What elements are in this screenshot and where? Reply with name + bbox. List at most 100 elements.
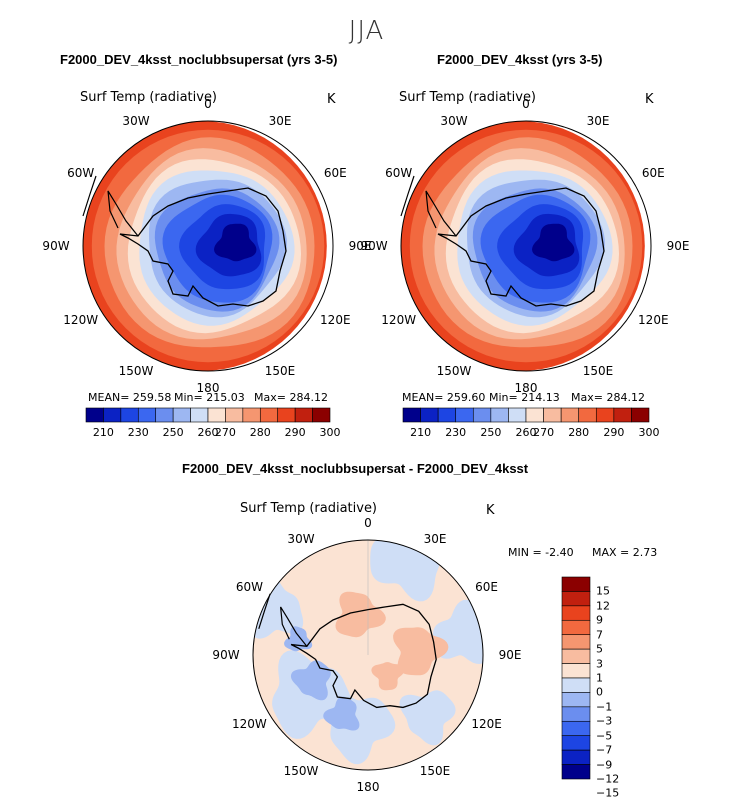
- panel1-lon-label-150w: 150W: [118, 363, 154, 378]
- panel2-lon-label-30w: 30W: [440, 114, 468, 129]
- panel2-lon-label-60w: 60W: [385, 165, 413, 180]
- panel1-lon-label-60e: 60E: [323, 165, 347, 180]
- panel3-colorbar-tick: −15: [596, 786, 620, 800]
- panel3-colorbar-tick: −1: [596, 700, 613, 714]
- panel3-lon-label-30w: 30W: [287, 532, 315, 546]
- panel3-colorbar-tick: −5: [596, 729, 613, 743]
- panel2-contour-band: [532, 223, 575, 262]
- panel1-lon-label-60w: 60W: [67, 165, 95, 180]
- panel2-lon-label-150e: 150E: [582, 363, 614, 378]
- panel3-contour-band: [323, 696, 360, 731]
- panel1-colorbar-tick-290: 290: [284, 426, 306, 439]
- panel3-lon-label-90w: 90W: [212, 648, 240, 662]
- panel2-colorbar-tick-260: 260: [515, 426, 537, 439]
- panel2-max: Max= 284.12: [571, 391, 645, 404]
- panel2-variable-label: Surf Temp (radiative): [399, 90, 537, 105]
- panel2-south-america-coastline: [400, 175, 415, 217]
- panel2-colorbar-swatch: [631, 407, 650, 423]
- panel3-colorbar-tick: 15: [596, 584, 610, 598]
- panel3-colorbar-tick: −7: [596, 743, 613, 757]
- panel2-units: K: [645, 92, 654, 107]
- panel3-colorbar-swatch: [561, 720, 591, 737]
- panel1-lon-label-90w: 90W: [42, 239, 70, 253]
- panel3-lon-label-90e: 90E: [498, 648, 522, 662]
- panel1-lon-label-150e: 150E: [264, 363, 296, 378]
- panel3-lon-label-60e: 60E: [475, 579, 499, 594]
- panel3-colorbar-tick: 7: [596, 628, 603, 642]
- panel3-colorbar-tick: −3: [596, 714, 613, 728]
- panel1-units: K: [327, 92, 336, 107]
- panel1-map-border: [82, 120, 334, 372]
- panel3-colorbar-swatch: [561, 591, 591, 607]
- panel1-title: F2000_DEV_4ksst_noclubbsupersat (yrs 3-5…: [60, 52, 338, 67]
- panel2-lon-label-120e: 120E: [638, 312, 669, 327]
- panel2-mean: MEAN= 259.60: [402, 391, 486, 404]
- panel3-contour-band: [393, 627, 449, 676]
- panel3-colorbar-swatch: [561, 706, 591, 722]
- panel1-colorbar-tick-260: 260: [197, 426, 219, 439]
- panel3-colorbar-tick: −9: [596, 758, 613, 772]
- panel2-antarctica-coastline: [437, 187, 605, 307]
- panel3-contour-band: [370, 540, 441, 602]
- panel2-colorbar-tick-300: 300: [638, 426, 660, 439]
- panel1-lon-label-0: 0: [204, 97, 212, 111]
- panel3-lon-label-120w: 120W: [232, 716, 267, 731]
- panel2-colorbar-tick-210: 210: [410, 426, 432, 439]
- panel1-south-america-coastline: [82, 175, 97, 217]
- panel2-field: [401, 121, 645, 371]
- panel2-lon-label-0: 0: [522, 97, 530, 111]
- season-title: JJA: [348, 16, 385, 46]
- panel2-colorbar: [402, 407, 650, 423]
- panel2-colorbar-tick-250: 250: [480, 426, 502, 439]
- panel3-contour-band: [371, 662, 405, 691]
- panel1-variable-label: Surf Temp (radiative): [80, 90, 218, 105]
- panel3-colorbar-swatch: [561, 648, 591, 664]
- panel3-colorbar-swatch: [561, 677, 591, 693]
- panel2-colorbar-tick-270: 270: [533, 426, 555, 439]
- panel2-peninsula-coastline: [425, 190, 457, 237]
- panel3-colorbar-swatch: [561, 692, 591, 708]
- panel3-peninsula-coastline: [280, 606, 308, 647]
- panel3-title: F2000_DEV_4ksst_noclubbsupersat - F2000_…: [182, 461, 529, 476]
- panel3-colorbar-swatch: [561, 663, 591, 679]
- panel3-colorbar-tick: 9: [596, 613, 603, 627]
- panel3-lon-label-60w: 60W: [235, 579, 263, 594]
- panel3-colorbar-tick: 0: [596, 685, 603, 699]
- panel1-peninsula-coastline: [107, 190, 139, 237]
- panel1-lon-label-180: 180: [196, 381, 220, 395]
- panel3-field: [253, 540, 483, 770]
- panel3-antarctica-coastline: [290, 603, 437, 709]
- panel3-lon-label-120e: 120E: [471, 716, 502, 731]
- panel1-colorbar: [85, 407, 331, 423]
- panel2-min: Min= 214.13: [489, 391, 560, 404]
- panel1-colorbar-tick-230: 230: [127, 426, 149, 439]
- panel2-lon-label-150w: 150W: [436, 363, 472, 378]
- panel2-lon-label-60e: 60E: [641, 165, 665, 180]
- panel1-min: Min= 215.03: [174, 391, 245, 404]
- panel2-lon-label-180: 180: [514, 381, 538, 395]
- panel3-colorbar-tick: 1: [596, 671, 603, 685]
- panel1-colorbar-tick-270: 270: [214, 426, 236, 439]
- panel3-south-america-coastline: [258, 593, 271, 629]
- panel1-colorbar-tick-300: 300: [319, 426, 341, 439]
- panel3-lon-label-150e: 150E: [419, 764, 451, 778]
- panel3-units: K: [486, 503, 495, 518]
- panel1-lon-label-120e: 120E: [320, 312, 351, 327]
- panel3-colorbar-swatch: [561, 735, 591, 751]
- panel1-contour-band: [214, 223, 257, 262]
- panel2-lon-label-90e: 90E: [666, 239, 690, 253]
- panel1-lon-label-120w: 120W: [63, 312, 99, 327]
- panel1-field: [83, 121, 327, 371]
- panel3-colorbar-swatch: [561, 634, 591, 650]
- panel2-colorbar-tick-280: 280: [568, 426, 590, 439]
- panel2-colorbar-tick-230: 230: [445, 426, 467, 439]
- panel3-colorbar-swatch: [561, 749, 591, 765]
- panel2-lon-label-120w: 120W: [381, 312, 417, 327]
- panel3-contour-band: [290, 660, 331, 701]
- panel2-map-border: [400, 120, 652, 372]
- panel3-lon-label-180: 180: [356, 780, 380, 794]
